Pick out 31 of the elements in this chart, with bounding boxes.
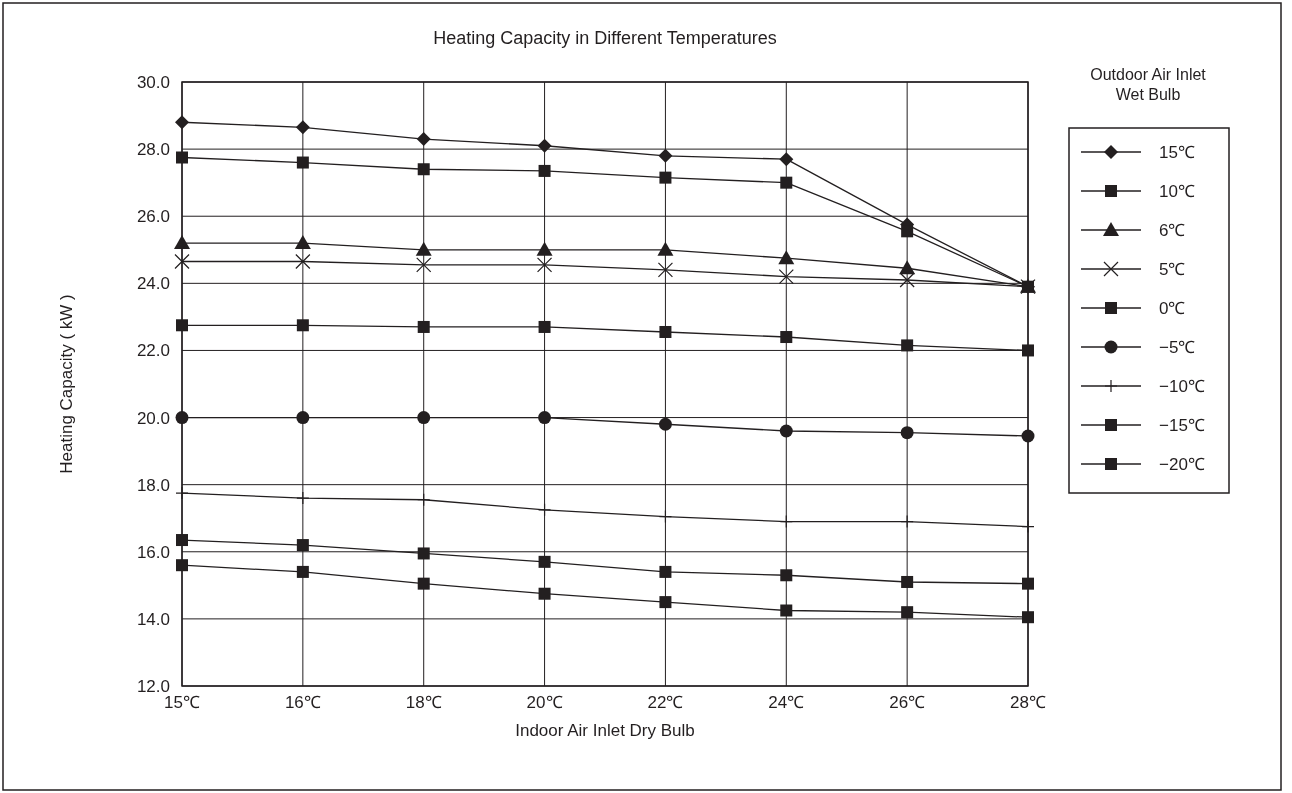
x-tick-label: 18℃ [405, 693, 442, 712]
y-tick-label: 16.0 [136, 542, 170, 562]
y-tick-label: 14.0 [136, 609, 170, 629]
x-tick-label: 16℃ [284, 693, 321, 712]
y-tick-label: 22.0 [136, 341, 170, 361]
legend-label: 5℃ [1159, 259, 1186, 279]
legend-label: 10℃ [1159, 181, 1195, 201]
legend-label: 15℃ [1159, 142, 1195, 162]
legend-label: −10℃ [1159, 376, 1205, 396]
y-tick-label: 28.0 [136, 140, 170, 160]
legend-label: −5℃ [1159, 337, 1196, 357]
y-tick-label: 12.0 [136, 676, 170, 696]
x-tick-label: 20℃ [526, 693, 563, 712]
y-tick-label: 24.0 [136, 274, 170, 294]
chart-title: Heating Capacity in Different Temperatures [433, 28, 777, 48]
x-tick-label: 24℃ [768, 693, 805, 712]
y-tick-label: 26.0 [136, 207, 170, 227]
x-tick-label: 26℃ [889, 693, 926, 712]
legend-label: 6℃ [1159, 220, 1186, 240]
legend-title: Outdoor Air Inlet Wet Bulb [1090, 66, 1207, 103]
x-tick-label: 22℃ [647, 693, 684, 712]
legend-label: −15℃ [1159, 415, 1205, 435]
x-tick-label: 28℃ [1010, 693, 1046, 712]
legend-label: 0℃ [1159, 298, 1186, 318]
x-tick-label: 15℃ [164, 693, 200, 712]
y-axis-title: Heating Capacity ( kW ) [57, 294, 76, 474]
y-tick-label: 30.0 [136, 72, 170, 92]
x-axis-title: Indoor Air Inlet Dry Bulb [515, 721, 695, 740]
y-tick-label: 20.0 [136, 408, 170, 428]
legend-label: −20℃ [1159, 454, 1205, 474]
y-tick-label: 18.0 [136, 475, 170, 495]
